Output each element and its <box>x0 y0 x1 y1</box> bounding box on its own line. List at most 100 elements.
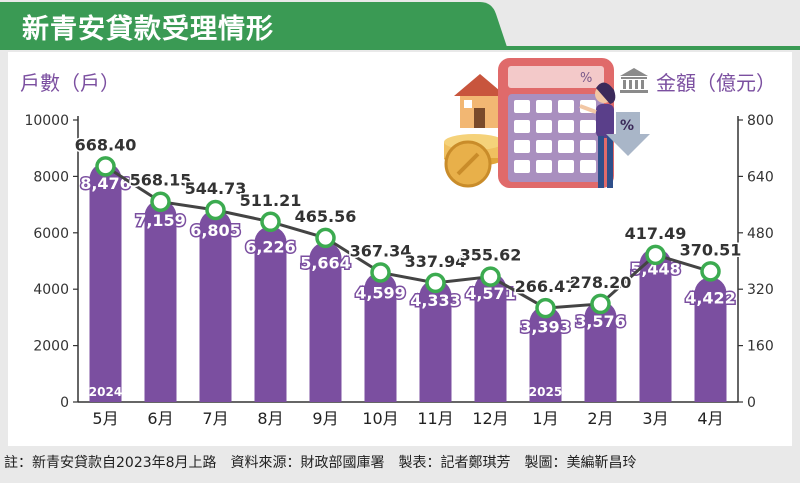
line-value-label: 337.94 <box>405 252 467 271</box>
line-series <box>95 156 721 319</box>
y-right-tick-label: 320 <box>747 282 774 298</box>
svg-text:%: % <box>620 118 634 134</box>
line-value-label: 511.21 <box>240 191 302 210</box>
bank-icon <box>620 68 648 93</box>
bar-value-label: 7,159 <box>135 211 186 230</box>
calculator-key <box>558 140 574 153</box>
y-right-tick-label: 480 <box>747 226 774 242</box>
y-left-tick-label: 2000 <box>33 339 69 355</box>
x-axis-tick-labels: 5月 6月 7月 8月 9月 10月 11月 12月 1月 2月 3月 4月 <box>92 409 723 428</box>
coins-icon <box>444 134 504 188</box>
line-point <box>260 211 281 233</box>
illustration: % % <box>444 58 650 188</box>
y-left-tick-label: 0 <box>60 395 69 411</box>
line-value-label: 367.34 <box>350 242 412 261</box>
y-left-tick-label: 6000 <box>33 226 69 242</box>
y-left-ticks: 0 2000 4000 6000 8000 10000 <box>24 113 78 411</box>
bar-value-label: 3,393 <box>520 317 571 336</box>
line-point <box>425 272 446 294</box>
x-tick-label: 11月 <box>417 409 453 428</box>
line-value-label: 668.40 <box>75 135 137 154</box>
line-point <box>370 262 391 283</box>
line-value-label: 355.62 <box>460 246 522 265</box>
y-left-tick-label: 4000 <box>33 282 69 298</box>
x-tick-label: 12月 <box>472 409 508 428</box>
title-banner <box>0 0 800 50</box>
y-right-tick-label: 640 <box>747 169 774 185</box>
bar-value-label: 4,571 <box>465 284 516 303</box>
y-right-tick-label: 0 <box>747 395 756 411</box>
bar-value-label: 4,599 <box>355 283 406 302</box>
calculator-key <box>558 160 574 173</box>
bar <box>639 248 672 402</box>
bar-value-label: 5,664 <box>300 253 351 272</box>
calculator-key <box>514 100 530 113</box>
chart-panel: 戶數（戶） 金額（億元） <box>8 52 792 446</box>
calculator-key <box>580 120 596 133</box>
title-bar: 新青安貸款受理情形 <box>0 0 800 50</box>
chart-title: 新青安貸款受理情形 <box>22 14 274 45</box>
calculator-key <box>558 100 574 113</box>
bar-value-label: 4,333 <box>410 291 461 310</box>
bar-series <box>89 162 727 402</box>
year-markers: 2024 2025 <box>89 385 562 399</box>
line-point <box>590 293 611 315</box>
y-left-tick-label: 10000 <box>24 113 69 129</box>
bar <box>584 301 617 402</box>
house-icon <box>454 74 506 128</box>
x-tick-label: 9月 <box>312 409 338 428</box>
y-left-axis-title: 戶數（戶） <box>20 71 120 95</box>
y-right-tick-label: 800 <box>747 113 774 129</box>
x-tick-label: 5月 <box>92 409 118 428</box>
svg-text:%: % <box>580 71 592 86</box>
bar <box>199 210 232 402</box>
line-point <box>315 227 336 249</box>
year-marker-label: 2025 <box>529 385 562 399</box>
x-tick-label: 10月 <box>362 409 398 428</box>
calculator-key <box>536 160 552 173</box>
line-point <box>480 266 501 287</box>
line-value-label: 266.47 <box>515 277 577 296</box>
x-tick-label: 1月 <box>532 409 558 428</box>
line-value-label: 370.51 <box>680 240 742 259</box>
x-tick-label: 8月 <box>257 409 283 428</box>
x-tick-label: 3月 <box>642 409 668 428</box>
bar <box>474 273 507 402</box>
x-tick-label: 4月 <box>697 409 723 428</box>
person-icon <box>579 82 616 188</box>
x-tick-label: 6月 <box>147 409 173 428</box>
bar <box>144 200 177 402</box>
y-right-ticks: 0 160 320 480 640 800 <box>738 113 774 411</box>
line-value-label: 417.49 <box>625 224 687 243</box>
line-point <box>535 297 556 319</box>
line-point <box>95 156 116 177</box>
calculator-key <box>514 160 530 173</box>
line-point <box>645 244 666 266</box>
bar <box>309 242 342 402</box>
bar <box>694 277 727 402</box>
line-value-label: 568.15 <box>130 171 192 190</box>
bar-value-label: 8,476 <box>80 174 131 193</box>
calculator-icon: % <box>498 58 614 188</box>
bar-value-label: 4,422 <box>685 288 736 307</box>
calculator-key <box>580 140 596 153</box>
line-value-label: 465.56 <box>295 207 357 226</box>
calculator-key <box>536 100 552 113</box>
calculator-keys <box>514 100 596 173</box>
line-point <box>150 191 171 212</box>
calculator-key <box>536 120 552 133</box>
combo-chart: 戶數（戶） 金額（億元） <box>20 58 776 428</box>
bar <box>419 279 452 402</box>
calculator-key <box>514 140 530 153</box>
calculator-key <box>580 160 596 173</box>
y-right-tick-label: 160 <box>747 339 774 355</box>
bar-value-label: 6,805 <box>190 221 241 240</box>
bar <box>529 306 562 402</box>
percent-down-arrow-icon: % <box>606 112 650 156</box>
calculator-key <box>536 140 552 153</box>
line-point <box>205 199 226 221</box>
x-tick-label: 7月 <box>202 409 228 428</box>
